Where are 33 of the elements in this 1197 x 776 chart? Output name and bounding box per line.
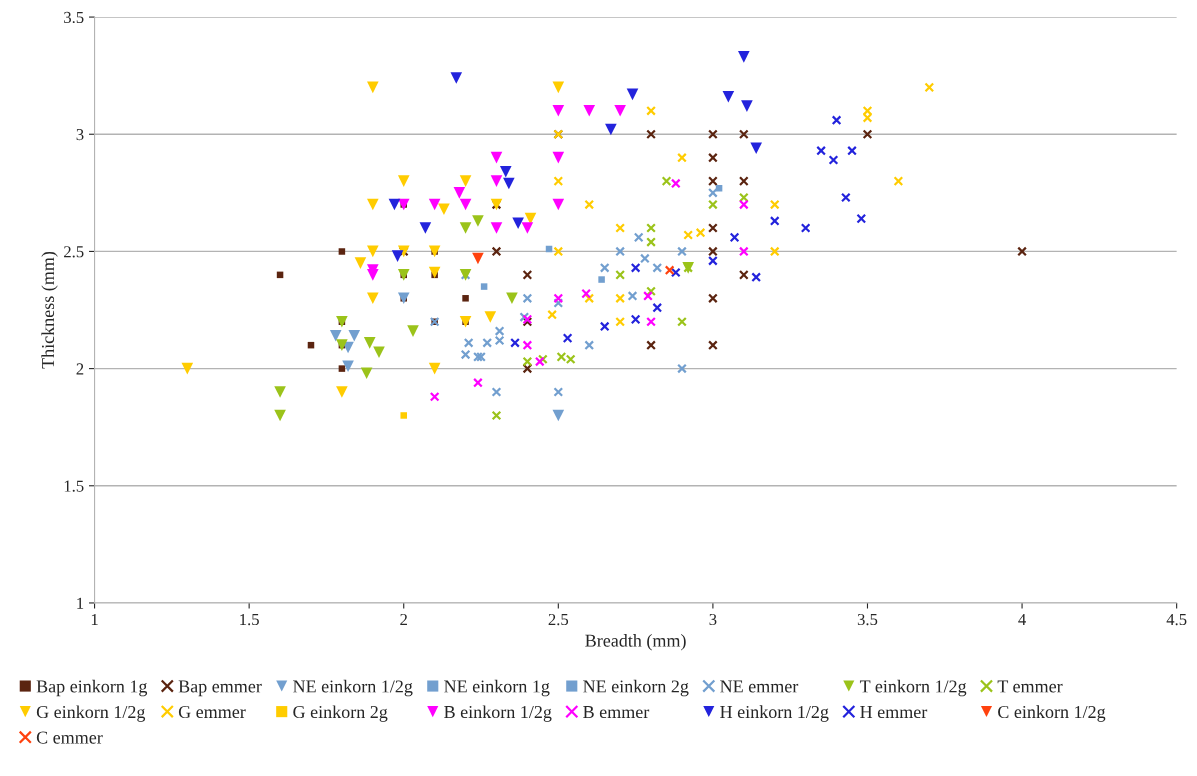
legend-label: NE emmer (720, 680, 799, 693)
legend-label: Bap einkorn 1g (36, 679, 148, 697)
legend-label: T einkorn 1/2g (859, 679, 967, 697)
legend-label: G einkorn 2g (293, 705, 388, 722)
y-tick-label: 2 (76, 363, 84, 375)
legend-label: NE einkorn 1g (444, 679, 550, 697)
legend-label: H einkorn 1/2g (720, 705, 829, 722)
x-tick-label: 3 (709, 613, 717, 626)
y-tick-label: 3.5 (64, 11, 84, 24)
legend-label: C emmer (36, 731, 103, 744)
legend-label: H emmer (860, 706, 928, 719)
x-axis-title: Breadth (mm) (585, 634, 686, 651)
x-tick-label: 2 (400, 613, 407, 625)
y-tick-label: 1 (77, 597, 84, 609)
y-tick-label: 3 (76, 128, 84, 141)
x-tick-label: 1 (91, 613, 98, 625)
legend-label: NE einkorn 2g (583, 679, 689, 697)
x-tick-label: 4 (1018, 613, 1026, 625)
legend-label: B emmer (583, 706, 650, 719)
legend-label: G einkorn 1/2g (36, 705, 146, 722)
x-tick-label: 2.5 (548, 613, 569, 626)
x-tick-label: 1.5 (240, 613, 259, 626)
legend-label: Bap emmer (178, 680, 262, 697)
legend-label: NE einkorn 1/2g (293, 679, 413, 697)
legend-label: T emmer (997, 680, 1063, 693)
y-axis-title: Thickness (mm) (41, 251, 58, 369)
legend-label: B einkorn 1/2g (444, 705, 552, 722)
x-tick-label: 3.5 (857, 613, 878, 626)
y-tick-label: 2.5 (64, 246, 84, 258)
x-tick-label: 4.5 (1166, 613, 1187, 626)
y-tick-label: 1.5 (64, 480, 84, 492)
legend-label: C einkorn 1/2g (998, 705, 1106, 722)
legend-label: G emmer (178, 705, 246, 719)
